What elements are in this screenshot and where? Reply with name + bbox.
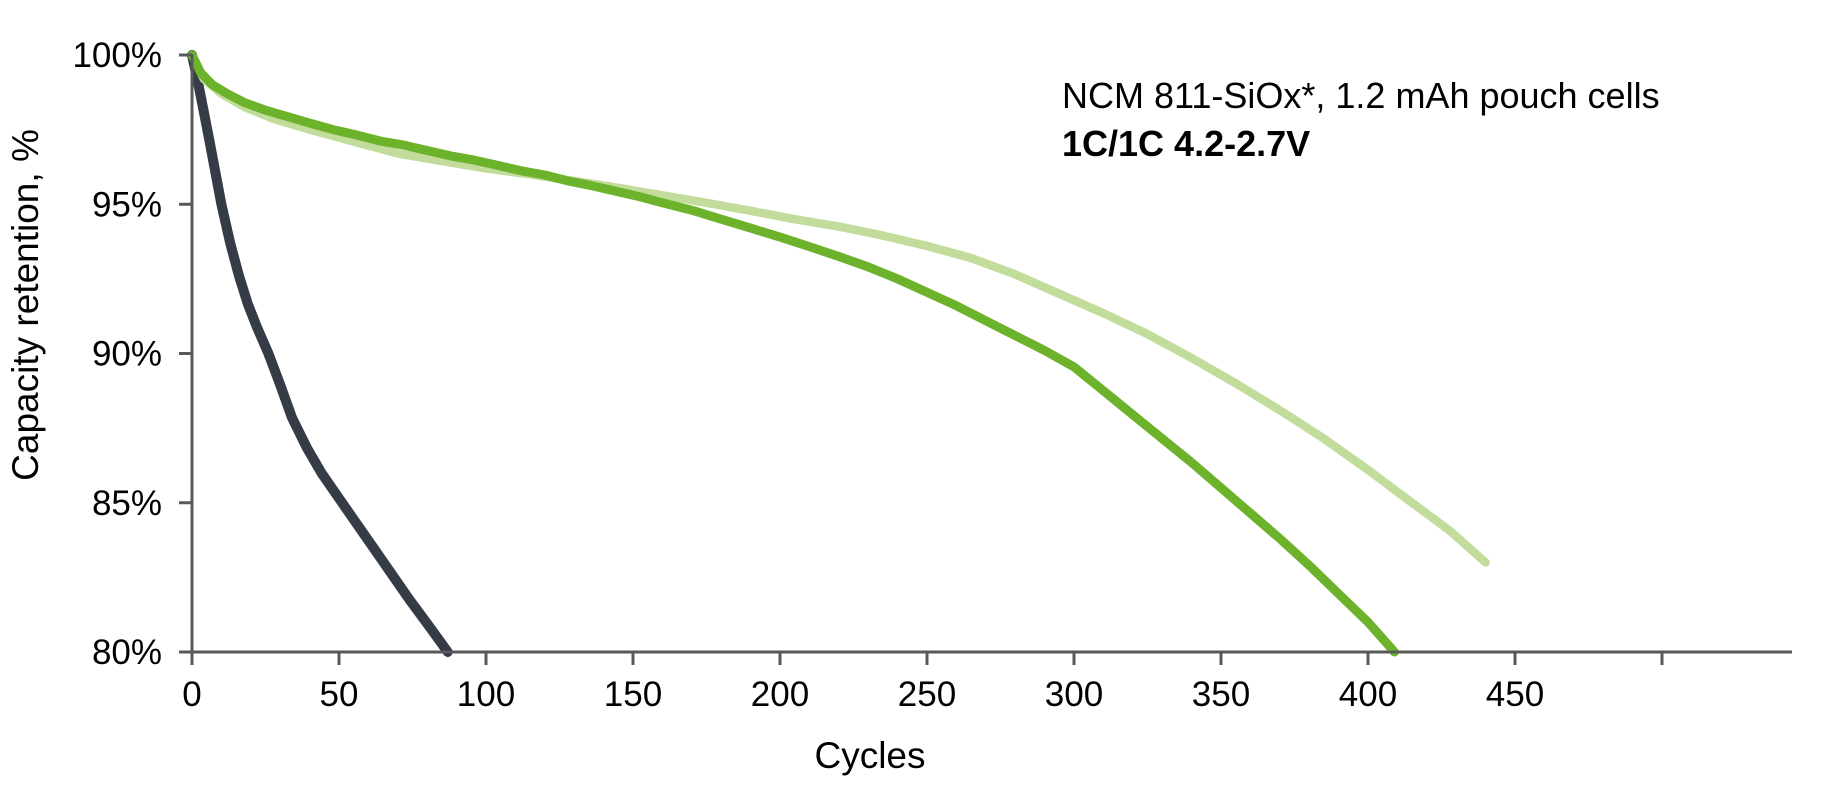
x-tick-label: 200 (751, 675, 809, 714)
x-tick-label: 450 (1486, 675, 1544, 714)
series-medium-green-line (187, 50, 1399, 657)
x-tick-label: 0 (182, 675, 201, 714)
series-dark-gray-line (187, 50, 453, 657)
x-tick-label: 50 (320, 675, 359, 714)
y-axis-ticks: 80% 85% 90% 95% 100% (72, 36, 192, 672)
x-tick-label: 300 (1045, 675, 1103, 714)
y-axis-title: Capacity retention, % (5, 129, 46, 481)
y-tick-label: 90% (92, 335, 162, 374)
x-tick-label: 150 (604, 675, 662, 714)
y-tick-label: 100% (72, 36, 162, 75)
x-axis-ticks: 0 50 100 150 200 250 300 350 400 450 (182, 652, 1664, 714)
series-layer (187, 50, 1490, 657)
y-tick-label: 95% (92, 185, 162, 224)
annotation-test-conditions: 1C/1C 4.2-2.7V (1062, 123, 1310, 164)
annotation-cell-description: NCM 811-SiOx*, 1.2 mAh pouch cells (1062, 75, 1660, 116)
x-axis-title: Cycles (814, 735, 925, 776)
x-tick-label: 250 (898, 675, 956, 714)
x-tick-label: 350 (1192, 675, 1250, 714)
y-tick-label: 80% (92, 633, 162, 672)
x-tick-label: 100 (457, 675, 515, 714)
x-tick-label: 400 (1339, 675, 1397, 714)
series-light-green-line (187, 50, 1490, 567)
y-tick-label: 85% (92, 484, 162, 523)
